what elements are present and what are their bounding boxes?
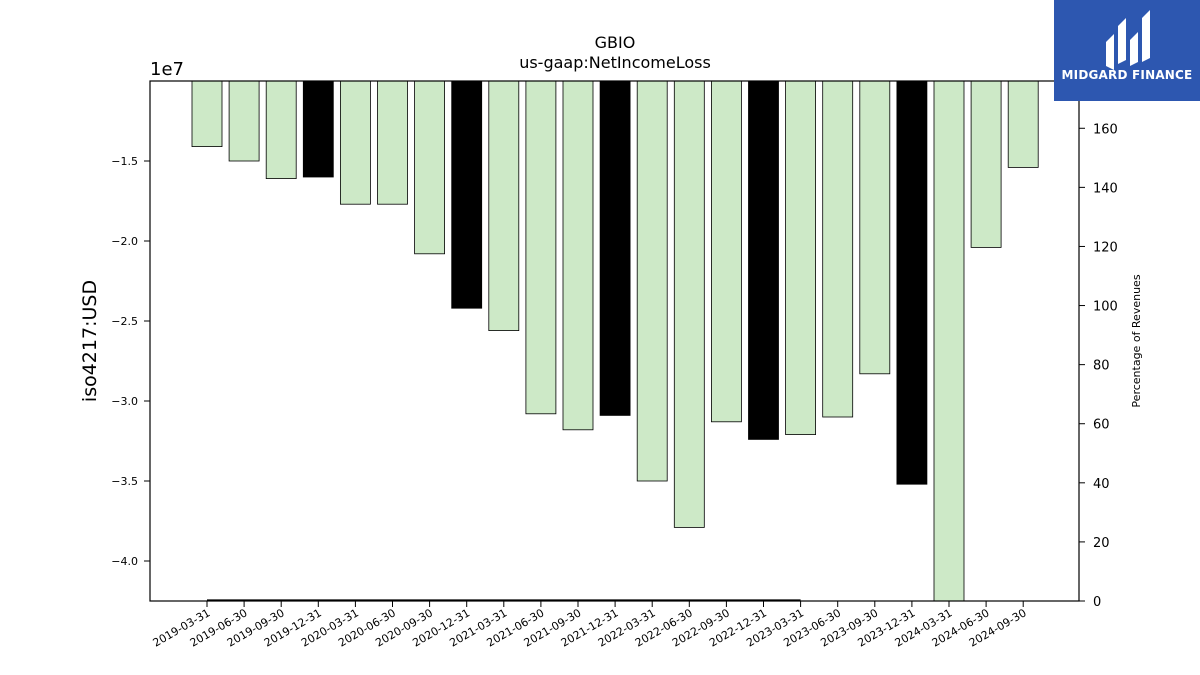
bar-2020-06-30 (377, 80, 408, 205)
y-axis-label: iso4217:USD (79, 280, 101, 402)
y2-tick-label: 20 (1093, 536, 1110, 551)
plot-frame (149, 80, 1080, 602)
y2-tick-label: 80 (1093, 359, 1110, 374)
y2-tick-label: 40 (1093, 477, 1110, 492)
bar-2020-09-30 (414, 80, 446, 255)
chart-subtitle: us-gaap:NetIncomeLoss (519, 53, 711, 72)
chart-title: GBIO (595, 33, 636, 52)
bar-2023-03-31 (785, 80, 816, 436)
bar-2019-03-31 (191, 80, 223, 147)
bar-2021-06-30 (525, 80, 557, 415)
y-tick-label: −2.0 (111, 235, 138, 248)
y-tick-label: −1.5 (111, 155, 138, 168)
bar-2022-12-31 (748, 80, 779, 440)
y2-tick-label: 120 (1093, 240, 1118, 255)
y-tick-label: −2.5 (111, 315, 138, 328)
midgard-logo-icon (1106, 10, 1150, 70)
y2-tick-label: 0 (1093, 595, 1101, 610)
bar-2023-12-31 (896, 80, 928, 485)
bar-2022-06-30 (673, 80, 705, 528)
bar-2022-09-30 (711, 80, 742, 423)
bar-2019-06-30 (228, 80, 260, 162)
bar-2024-06-30 (970, 80, 1002, 248)
y-tick-label: −4.0 (111, 555, 138, 568)
bar-2021-03-31 (488, 80, 520, 332)
brand-logo: MIDGARD FINANCE (1054, 0, 1200, 101)
bar-2023-06-30 (822, 80, 854, 418)
y2-ticks-group: 0 20 40 60 80 100 120 140 160 (1079, 122, 1118, 610)
y2-tick-label: 160 (1093, 122, 1118, 137)
bar-2023-09-30 (859, 80, 891, 375)
bar-2024-03-31 (933, 80, 965, 602)
x-ticks-group: 2019-03-312019-06-302019-09-302019-12-31… (151, 601, 1029, 650)
y2-tick-label: 100 (1093, 300, 1118, 315)
bar-2019-09-30 (265, 80, 297, 179)
bar-2021-12-31 (599, 80, 631, 416)
bar-2024-09-30 (1007, 80, 1039, 168)
bar-2022-03-31 (636, 80, 668, 482)
bar-2019-12-31 (302, 80, 334, 178)
y-ticks-group: −4.0 −3.5 −3.0 −2.5 −2.0 −1.5 (111, 155, 150, 568)
y2-tick-label: 60 (1093, 418, 1110, 433)
bars-group (191, 80, 1039, 602)
y-tick-label: −3.0 (111, 395, 138, 408)
y2-tick-label: 140 (1093, 181, 1118, 196)
y-offset-label: 1e7 (150, 59, 184, 80)
brand-name: MIDGARD FINANCE (1061, 68, 1193, 82)
y2-axis-label: Percentage of Revenues (1130, 274, 1143, 407)
bar-2020-03-31 (339, 80, 371, 205)
bar-2020-12-31 (451, 80, 483, 309)
bar-2021-09-30 (562, 80, 594, 431)
y-tick-label: −3.5 (111, 475, 138, 488)
